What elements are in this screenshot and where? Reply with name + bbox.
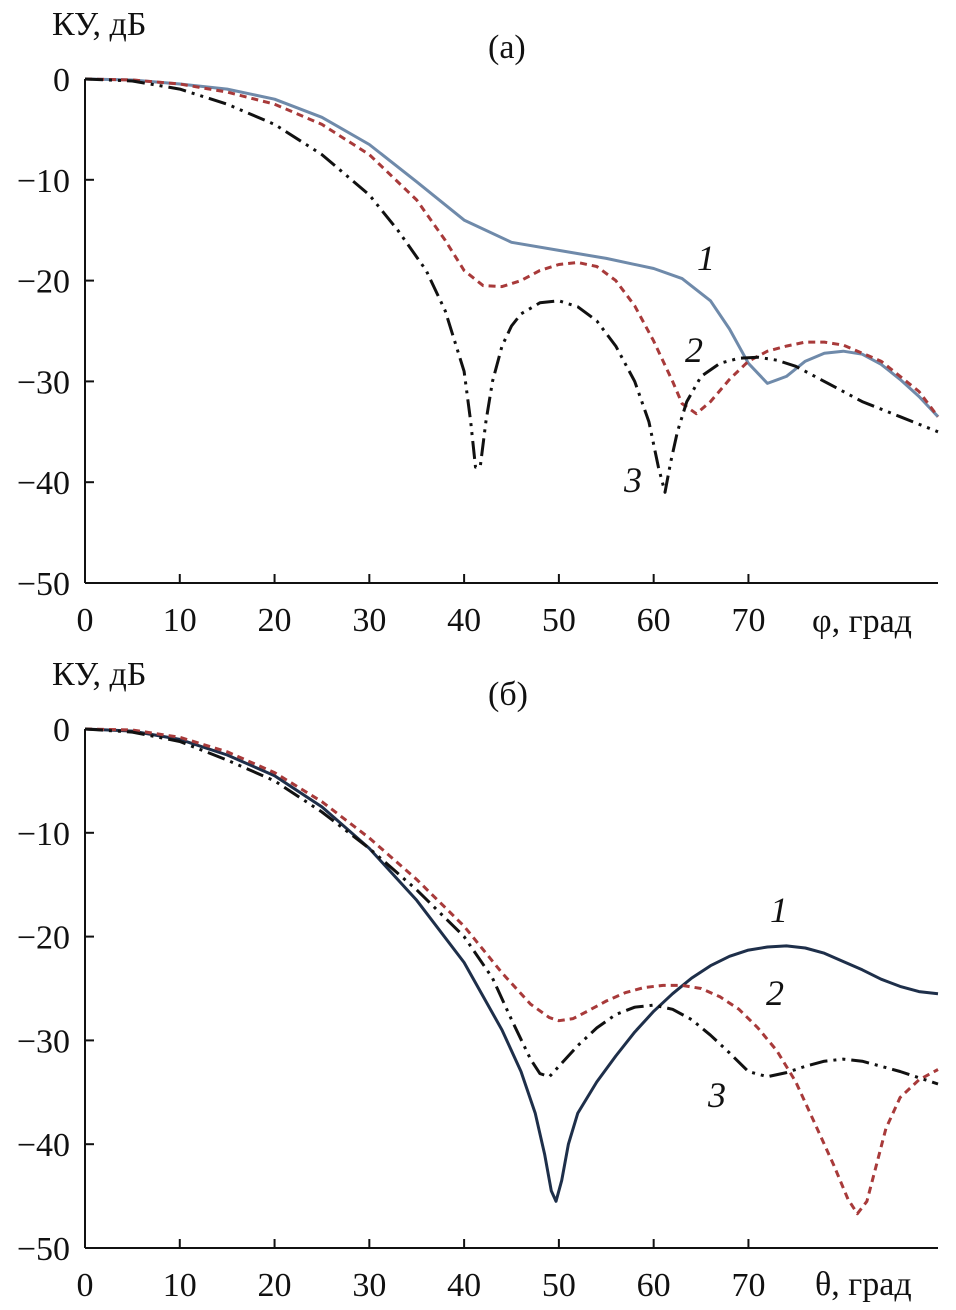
x-tick-label-a: 10	[163, 602, 197, 639]
x-axis-title-a: φ, град	[812, 603, 912, 640]
curve-label-2-a: 2	[685, 330, 703, 370]
series-line-3-b	[84, 727, 939, 1086]
panel-label-a: (а)	[488, 29, 526, 66]
y-tick-label-a: −50	[17, 566, 70, 603]
curve-label-1-b: 1	[770, 890, 788, 930]
curve-label-3-b: 3	[707, 1075, 726, 1115]
y-tick-label-b: −40	[17, 1127, 70, 1164]
x-tick-label-a: 50	[542, 602, 576, 639]
panel-label-b: (б)	[488, 676, 528, 713]
curve-label-1-a: 1	[697, 238, 715, 278]
curve-label-3-a: 3	[623, 460, 642, 500]
curve-label-2-b: 2	[766, 973, 784, 1013]
y-axis-title-b: КУ, дБ	[52, 656, 146, 693]
series-line-2-a	[84, 77, 940, 418]
x-tick-label-b: 30	[352, 1267, 386, 1304]
x-tick-label-b: 70	[731, 1267, 765, 1304]
x-tick-label-a: 20	[258, 602, 292, 639]
x-tick-label-a: 30	[352, 602, 386, 639]
y-tick-label-a: −10	[17, 163, 70, 200]
series-line-1-a	[84, 77, 940, 418]
x-tick-label-b: 20	[258, 1267, 292, 1304]
y-tick-label-b: 0	[53, 712, 70, 749]
y-tick-label-a: 0	[53, 62, 70, 99]
y-tick-label-a: −30	[17, 364, 70, 401]
x-tick-label-a: 60	[637, 602, 671, 639]
chart-panel-a: КУ, дБ (а) φ, град 1 2 3 0 −10 −20 −30 −40 −5…	[17, 6, 940, 640]
y-tick-label-a: −40	[17, 465, 70, 502]
y-tick-label-b: −10	[17, 816, 70, 853]
x-tick-label-b: 0	[77, 1267, 94, 1304]
y-tick-label-b: −30	[17, 1023, 70, 1060]
y-axis-title-a: КУ, дБ	[52, 6, 146, 43]
x-tick-label-a: 40	[447, 602, 481, 639]
series-line-2-b	[84, 727, 939, 1216]
x-tick-label-b: 50	[542, 1267, 576, 1304]
y-tick-label-b: −20	[17, 920, 70, 957]
x-axis-title-b: θ, град	[815, 1266, 912, 1303]
x-tick-label-b: 60	[637, 1267, 671, 1304]
y-tick-label-a: −20	[17, 264, 70, 301]
x-tick-label-a: 0	[77, 602, 94, 639]
x-tick-label-b: 40	[447, 1267, 481, 1304]
series-line-1-b	[84, 727, 939, 1203]
x-tick-label-b: 10	[163, 1267, 197, 1304]
x-tick-label-a: 70	[731, 602, 765, 639]
y-tick-label-b: −50	[17, 1231, 70, 1268]
series-line-3-a	[84, 77, 939, 494]
chart-panel-b: КУ, дБ (б) θ, град 1 2 3 0 −10 −20 −30 −40 −5…	[17, 656, 939, 1304]
